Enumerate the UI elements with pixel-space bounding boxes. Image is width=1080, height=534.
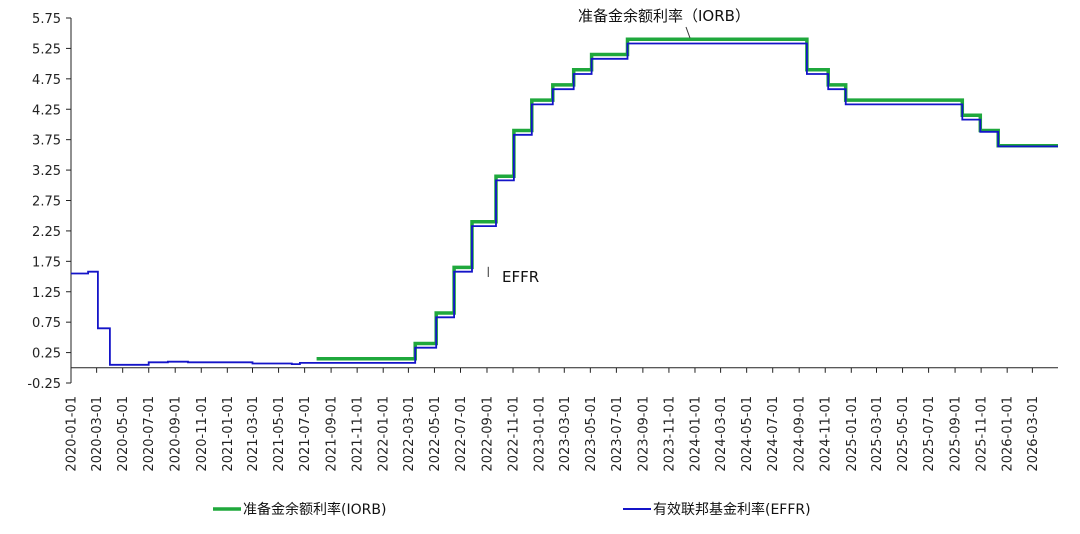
x-tick-label: 2021-01-01	[221, 396, 236, 472]
x-tick-label: 2023-09-01	[636, 396, 651, 472]
x-tick-label: 2024-09-01	[793, 396, 808, 472]
x-tick-label: 2025-01-01	[845, 396, 860, 472]
x-tick-label: 2024-05-01	[740, 396, 755, 472]
legend-label-iorb: 准备金余额利率(IORB)	[243, 501, 386, 518]
x-tick-label: 2023-07-01	[610, 396, 625, 472]
x-tick-label: 2022-07-01	[454, 396, 469, 472]
x-tick-label: 2025-07-01	[922, 396, 937, 472]
y-tick-label: 1.75	[32, 255, 61, 270]
x-tick-label: 2024-11-01	[819, 396, 834, 472]
x-tick-label: 2022-03-01	[402, 396, 417, 472]
iorb-annotation-leader	[685, 26, 691, 39]
x-axis-ticks: 2020-01-01 2020-03-01 2020-05-01 2020-07-01…	[65, 367, 1041, 472]
x-tick-label: 2022-09-01	[480, 396, 495, 472]
x-tick-label: 2025-09-01	[949, 396, 964, 472]
x-tick-label: 2022-01-01	[377, 396, 392, 472]
iorb-annotation: 准备金余额利率（IORB）	[578, 7, 750, 25]
x-tick-label: 2020-01-01	[65, 396, 80, 472]
y-tick-label: 2.25	[32, 225, 61, 240]
x-tick-label: 2023-05-01	[584, 396, 599, 472]
y-tick-label: 1.25	[32, 286, 61, 301]
y-tick-label: 3.75	[32, 134, 61, 149]
x-tick-label: 2022-05-01	[428, 396, 443, 472]
x-tick-label: 2023-01-01	[533, 396, 548, 472]
x-tick-label: 2025-03-01	[870, 396, 885, 472]
x-tick-label: 2025-11-01	[975, 396, 990, 472]
x-tick-label: 2021-11-01	[351, 396, 366, 472]
series-line-effr	[71, 42, 1058, 366]
y-tick-label: -0.25	[27, 377, 61, 392]
x-tick-label: 2023-11-01	[662, 396, 677, 472]
y-tick-label: 0.25	[32, 347, 61, 362]
x-tick-label: 2021-07-01	[298, 396, 313, 472]
x-tick-label: 2020-05-01	[116, 396, 131, 472]
series-layer	[71, 37, 1058, 366]
y-tick-label: 4.25	[32, 103, 61, 118]
y-tick-label: 4.75	[32, 73, 61, 88]
x-tick-label: 2020-09-01	[169, 396, 184, 472]
effr-annotation: EFFR	[502, 268, 539, 286]
legend: 准备金余额利率(IORB) 有效联邦基金利率(EFFR)	[213, 501, 811, 518]
x-tick-label: 2024-07-01	[766, 396, 781, 472]
x-tick-label: 2026-01-01	[1001, 396, 1016, 472]
y-tick-label: 0.75	[32, 316, 61, 331]
y-tick-label: 5.25	[32, 42, 61, 57]
x-tick-label: 2026-03-01	[1026, 396, 1041, 472]
y-axis-ticks: -0.25 0.25 0.75 1.25 1.75 2.25 2.75 3.25 3.75 4.2…	[27, 12, 71, 392]
x-tick-label: 2024-01-01	[688, 396, 703, 472]
series-line-iorb	[316, 37, 1058, 361]
x-tick-label: 2021-03-01	[246, 396, 261, 472]
x-tick-label: 2022-11-01	[507, 396, 522, 472]
x-tick-label: 2023-03-01	[558, 396, 573, 472]
y-tick-label: 5.75	[32, 12, 61, 27]
y-tick-label: 2.75	[32, 195, 61, 210]
x-tick-label: 2024-03-01	[714, 396, 729, 472]
legend-label-effr: 有效联邦基金利率(EFFR)	[653, 501, 811, 518]
x-tick-label: 2021-05-01	[272, 396, 287, 472]
x-tick-label: 2020-07-01	[142, 396, 157, 472]
x-tick-label: 2020-03-01	[90, 396, 105, 472]
x-tick-label: 2020-11-01	[195, 396, 210, 472]
x-tick-label: 2025-05-01	[896, 396, 911, 472]
annotations: 准备金余额利率（IORB） EFFR	[487, 7, 750, 286]
y-tick-label: 3.25	[32, 164, 61, 179]
x-tick-label: 2021-09-01	[325, 396, 340, 472]
